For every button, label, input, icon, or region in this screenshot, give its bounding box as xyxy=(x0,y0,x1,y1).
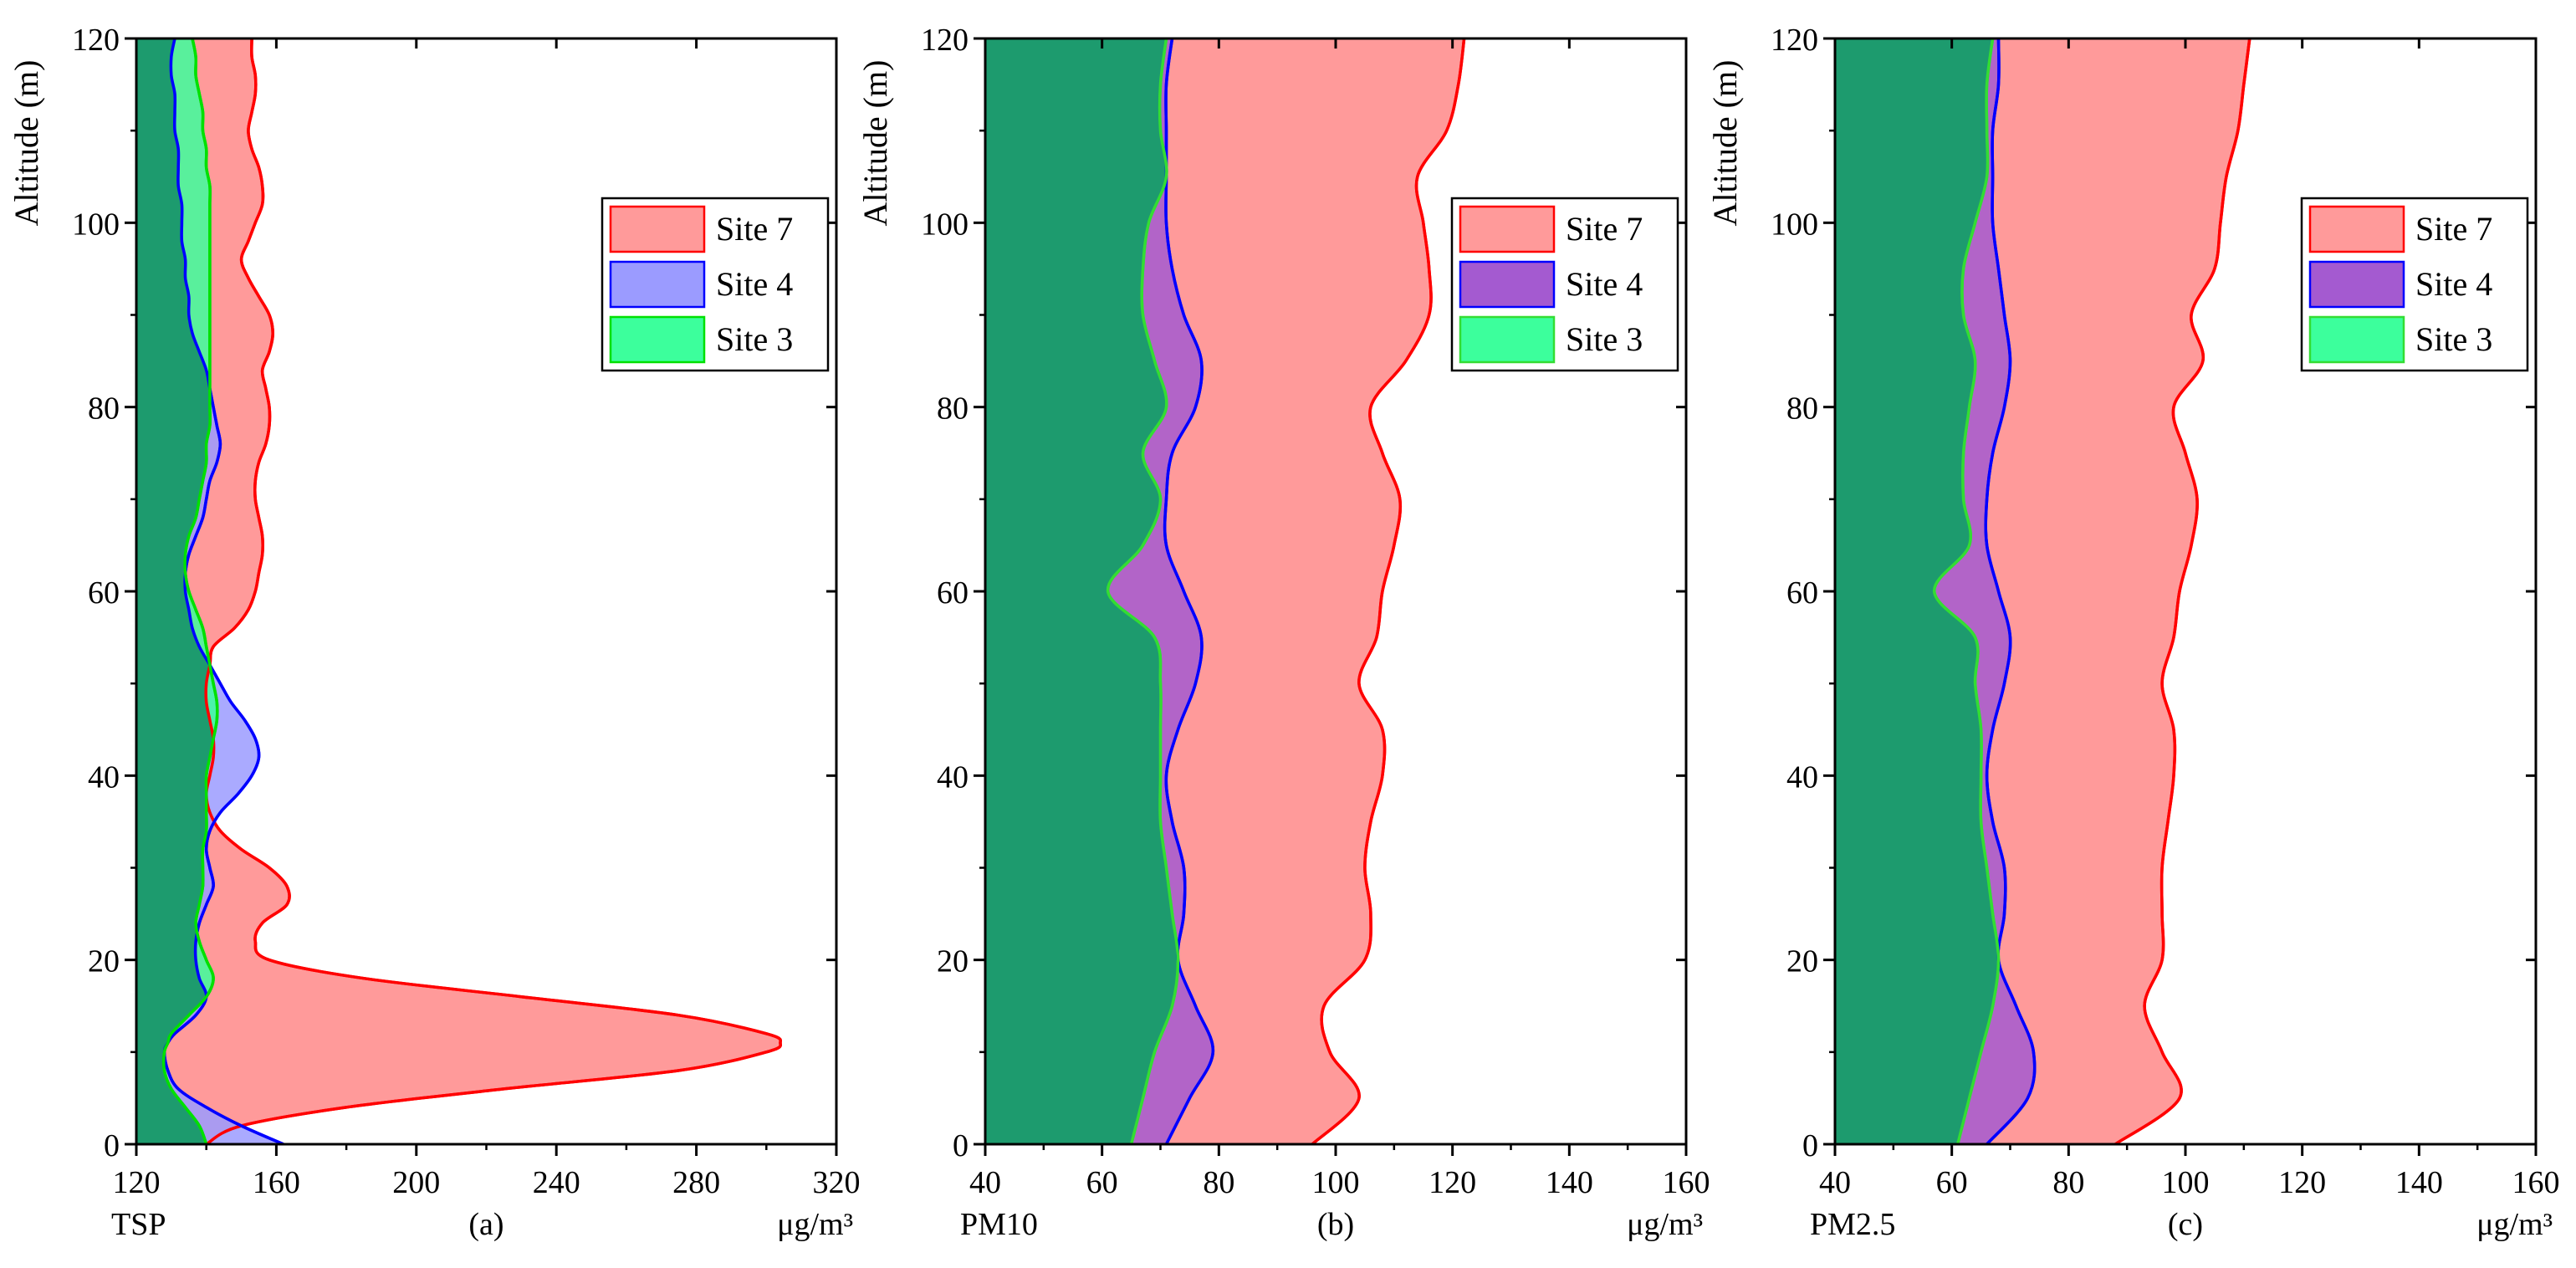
panel-b-pm10: 0 20 40 60 80 100 120 40 60 80 100 120 140 160 Altitud… xyxy=(856,23,1710,1242)
y-tick-label: 0 xyxy=(1802,1128,1818,1163)
overlap-area xyxy=(1835,38,1999,1144)
x-tick-label: 100 xyxy=(1312,1165,1360,1200)
x-tick-label: 200 xyxy=(392,1165,440,1200)
legend: Site 7 Site 4 Site 3 xyxy=(2300,197,2529,372)
y-tick-label: 0 xyxy=(953,1128,969,1163)
y-tick-label: 80 xyxy=(937,391,969,427)
y-tick-label: 40 xyxy=(88,759,120,795)
y-tick-label: 120 xyxy=(72,23,120,58)
legend-swatch-site-3 xyxy=(2308,315,2405,364)
x-tick-label: 120 xyxy=(2278,1165,2326,1200)
outline-site-3 xyxy=(1106,38,1180,1144)
x-tick-label: 160 xyxy=(1663,1165,1710,1200)
y-tick-label: 0 xyxy=(104,1128,120,1163)
y-tick-label: 80 xyxy=(1786,391,1818,427)
x-tick-label: 140 xyxy=(2395,1165,2443,1200)
y-axis-label: Altitude (m) xyxy=(8,60,45,227)
plot-area xyxy=(1835,38,2251,1144)
legend-label-site-4: Site 4 xyxy=(2415,265,2492,303)
y-tick-label: 80 xyxy=(88,391,120,427)
outline-site-3 xyxy=(1932,38,2001,1144)
legend-swatch-site-4 xyxy=(2308,260,2405,309)
unit-label: μg/m³ xyxy=(777,1207,853,1242)
legend-label-site-4: Site 4 xyxy=(1566,265,1643,303)
y-tick-label: 20 xyxy=(1786,944,1818,979)
legend-swatch-site-4 xyxy=(1459,260,1556,309)
legend-swatch-site-3 xyxy=(609,315,706,364)
x-tick-label: 120 xyxy=(1429,1165,1476,1200)
x-tick-label: 240 xyxy=(533,1165,580,1200)
x-tick-label: 60 xyxy=(1086,1165,1118,1200)
y-axis-label: Altitude (m) xyxy=(856,60,894,227)
legend-label-site-7: Site 7 xyxy=(2415,210,2492,248)
y-tick-label: 100 xyxy=(72,207,120,242)
plot-area xyxy=(985,38,1466,1144)
legend: Site 7 Site 4 Site 3 xyxy=(1450,197,1679,372)
y-tick-label: 100 xyxy=(921,207,969,242)
legend-label-site-4: Site 4 xyxy=(716,265,793,303)
legend-swatch-site-4 xyxy=(609,260,706,309)
plot-area xyxy=(136,38,782,1144)
pollutant-label: PM2.5 xyxy=(1810,1207,1895,1242)
legend-label-site-7: Site 7 xyxy=(716,210,793,248)
x-tick-label: 80 xyxy=(2052,1165,2084,1200)
y-tick-label: 120 xyxy=(1771,23,1818,58)
y-tick-label: 100 xyxy=(1771,207,1818,242)
x-tick-label: 40 xyxy=(1819,1165,1851,1200)
y-tick-label: 60 xyxy=(1786,575,1818,611)
y-tick-label: 40 xyxy=(1786,759,1818,795)
overlap-area xyxy=(136,38,214,1144)
outline-site-7 xyxy=(1311,38,1466,1144)
legend-label-site-3: Site 3 xyxy=(716,320,793,358)
panel-c-pm25: 0 20 40 60 80 100 120 40 60 80 100 120 140 160 Altitud… xyxy=(1706,23,2560,1242)
outline-site-7 xyxy=(204,38,782,1144)
legend-swatch-site-3 xyxy=(1459,315,1556,364)
unit-label: μg/m³ xyxy=(1627,1207,1703,1242)
outline-site-4 xyxy=(162,38,284,1144)
x-tick-label: 80 xyxy=(1203,1165,1234,1200)
x-tick-label: 100 xyxy=(2162,1165,2210,1200)
legend-label-site-3: Site 3 xyxy=(1566,320,1643,358)
outline-site-3 xyxy=(161,38,219,1144)
pollutant-label: PM10 xyxy=(960,1207,1038,1242)
x-tick-label: 40 xyxy=(969,1165,1001,1200)
x-tick-label: 140 xyxy=(1546,1165,1593,1200)
pollutant-label: TSP xyxy=(111,1207,166,1242)
x-tick-label: 160 xyxy=(253,1165,300,1200)
legend-label-site-7: Site 7 xyxy=(1566,210,1643,248)
y-tick-label: 20 xyxy=(937,944,969,979)
legend: Site 7 Site 4 Site 3 xyxy=(601,197,830,372)
panel-a-tsp: 0 20 40 60 80 100 120 120 160 200 240 280 320 Altitud… xyxy=(8,23,861,1242)
y-tick-label: 60 xyxy=(937,575,969,611)
legend-swatch-site-7 xyxy=(1459,205,1556,253)
y-tick-label: 60 xyxy=(88,575,120,611)
x-tick-label: 60 xyxy=(1936,1165,1968,1200)
y-axis-label: Altitude (m) xyxy=(1706,60,1744,227)
panel-label: (a) xyxy=(468,1207,503,1242)
y-tick-label: 120 xyxy=(921,23,969,58)
panel-label: (c) xyxy=(2168,1207,2203,1242)
overlap-area xyxy=(985,38,1178,1144)
unit-label: μg/m³ xyxy=(2476,1207,2553,1242)
x-tick-label: 160 xyxy=(2512,1165,2560,1200)
legend-swatch-site-7 xyxy=(609,205,706,253)
panel-label: (b) xyxy=(1317,1207,1354,1242)
x-tick-label: 120 xyxy=(113,1165,161,1200)
legend-swatch-site-7 xyxy=(2308,205,2405,253)
legend-label-site-3: Site 3 xyxy=(2415,320,2492,358)
x-tick-label: 280 xyxy=(672,1165,720,1200)
outline-site-7 xyxy=(2114,38,2251,1144)
x-tick-label: 320 xyxy=(813,1165,861,1200)
y-tick-label: 40 xyxy=(937,759,969,795)
y-tick-label: 20 xyxy=(88,944,120,979)
